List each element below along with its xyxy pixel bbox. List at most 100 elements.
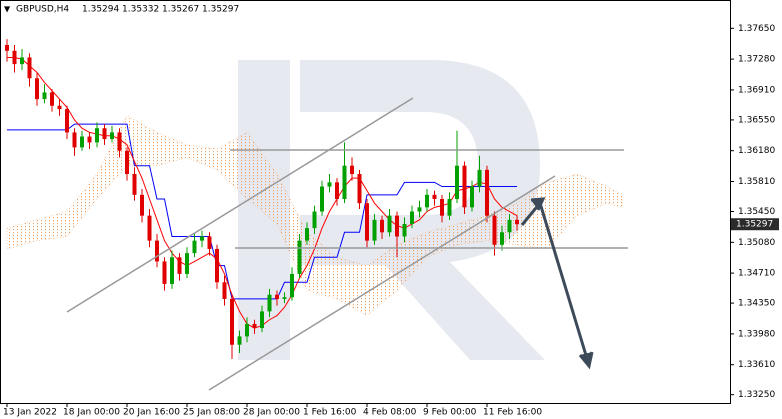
header-value: 1.35332 [122, 5, 159, 15]
candle-body [365, 203, 369, 241]
candle-body [402, 223, 407, 237]
x-tick-label: 13 Jan 2022 [3, 408, 57, 418]
candle-body [342, 165, 347, 200]
candle-body [380, 219, 384, 233]
y-tick-label: 1.36550 [738, 115, 775, 125]
y-tick-label: 1.35450 [738, 207, 775, 217]
candle-body [177, 257, 182, 274]
candle-body [485, 169, 489, 216]
candle-body [95, 128, 99, 143]
candle-body [117, 132, 122, 151]
candle-body [237, 336, 242, 345]
candle-body [282, 297, 287, 299]
candle-body [357, 174, 362, 204]
forecast-arrow [520, 197, 594, 370]
candle-body [297, 240, 302, 274]
ichimoku-cloud [6, 115, 623, 316]
x-tick-label: 11 Feb 16:00 [483, 408, 542, 418]
kijun-line [7, 123, 517, 300]
candle-body [252, 323, 257, 329]
candle-body [515, 219, 519, 225]
candle-body [65, 109, 69, 133]
y-tick-label: 1.34710 [738, 269, 775, 279]
candle-body [425, 194, 429, 208]
candle-body [102, 128, 107, 140]
candle-body [222, 282, 227, 299]
candle-body [462, 165, 467, 208]
x-tick-label: 25 Jan 08:00 [183, 408, 240, 418]
candle-body [72, 132, 77, 148]
candle-body [87, 136, 92, 143]
candle-body [35, 78, 39, 100]
y-tick-label: 1.35810 [738, 177, 775, 187]
candle-body [192, 240, 197, 254]
candle-body [200, 236, 204, 241]
candle-body [170, 257, 174, 284]
candle-body [230, 298, 234, 345]
candle-body [132, 174, 137, 195]
candle-body [312, 211, 317, 229]
candle-body [500, 232, 504, 245]
y-tick-label: 1.37280 [738, 55, 775, 65]
y-tick-label: 1.33980 [738, 329, 775, 339]
candle-body [417, 207, 422, 212]
candle-body [110, 132, 114, 140]
x-tick-label: 1 Feb 16:00 [303, 408, 357, 418]
y-tick-label: 1.35080 [738, 238, 775, 248]
candle-body [477, 169, 482, 187]
candle-body [507, 219, 512, 233]
candle-body [492, 215, 497, 245]
candle-body [42, 92, 47, 100]
candle-body [267, 294, 272, 312]
candle-body [155, 240, 159, 262]
candle-body [20, 57, 24, 65]
candle-body [455, 165, 459, 200]
candle-body [387, 215, 392, 233]
candle-body [5, 44, 9, 51]
candle-body [447, 199, 452, 216]
candle-body [305, 228, 309, 241]
plot-frame [0, 0, 731, 404]
candle-body [27, 57, 32, 79]
candle-body [290, 273, 294, 298]
x-tick-label: 20 Jan 16:00 [123, 408, 180, 418]
symbol: GBPUSD,H4 [16, 5, 69, 15]
candle-body [335, 182, 339, 200]
y-tick-label: 1.36180 [738, 146, 775, 156]
x-tick-label: 9 Feb 00:00 [423, 408, 477, 418]
candle-body [395, 215, 399, 237]
candle-body [275, 294, 279, 299]
x-tick-label: 4 Feb 08:00 [363, 408, 417, 418]
candle-body [410, 211, 414, 224]
y-tick-label: 1.34350 [738, 299, 775, 309]
candle-body [12, 50, 17, 65]
candle-body [470, 186, 474, 208]
y-tick-label: 1.33610 [738, 360, 775, 370]
candle-body [260, 311, 264, 329]
y-tick-label: 1.36910 [738, 85, 775, 95]
candle-body [50, 92, 54, 106]
candle-body [432, 194, 437, 200]
menu-arrow[interactable]: ▼ [4, 5, 11, 14]
candle-body [440, 199, 444, 216]
candle-body [245, 323, 249, 337]
candle-body [327, 182, 332, 187]
candle-body [125, 150, 129, 175]
header-value: 1.35294 [82, 5, 119, 15]
price-label-box [731, 218, 779, 231]
candle-body [320, 186, 324, 212]
header-value: 1.35267 [162, 5, 199, 15]
y-tick-label: 1.33250 [738, 390, 775, 400]
y-tick-label: 1.37650 [738, 24, 775, 34]
price-label: 1.35297 [736, 220, 773, 230]
header-value: 1.35297 [202, 5, 239, 15]
x-tick-label: 28 Jan 00:00 [243, 408, 300, 418]
candle-body [207, 236, 212, 249]
x-tick-label: 18 Jan 00:00 [63, 408, 120, 418]
candle-body [185, 253, 189, 274]
candle-body [147, 215, 152, 241]
candle-body [350, 165, 354, 175]
candle-body [372, 219, 377, 241]
candle-body [162, 261, 167, 284]
candle-body [57, 105, 62, 110]
